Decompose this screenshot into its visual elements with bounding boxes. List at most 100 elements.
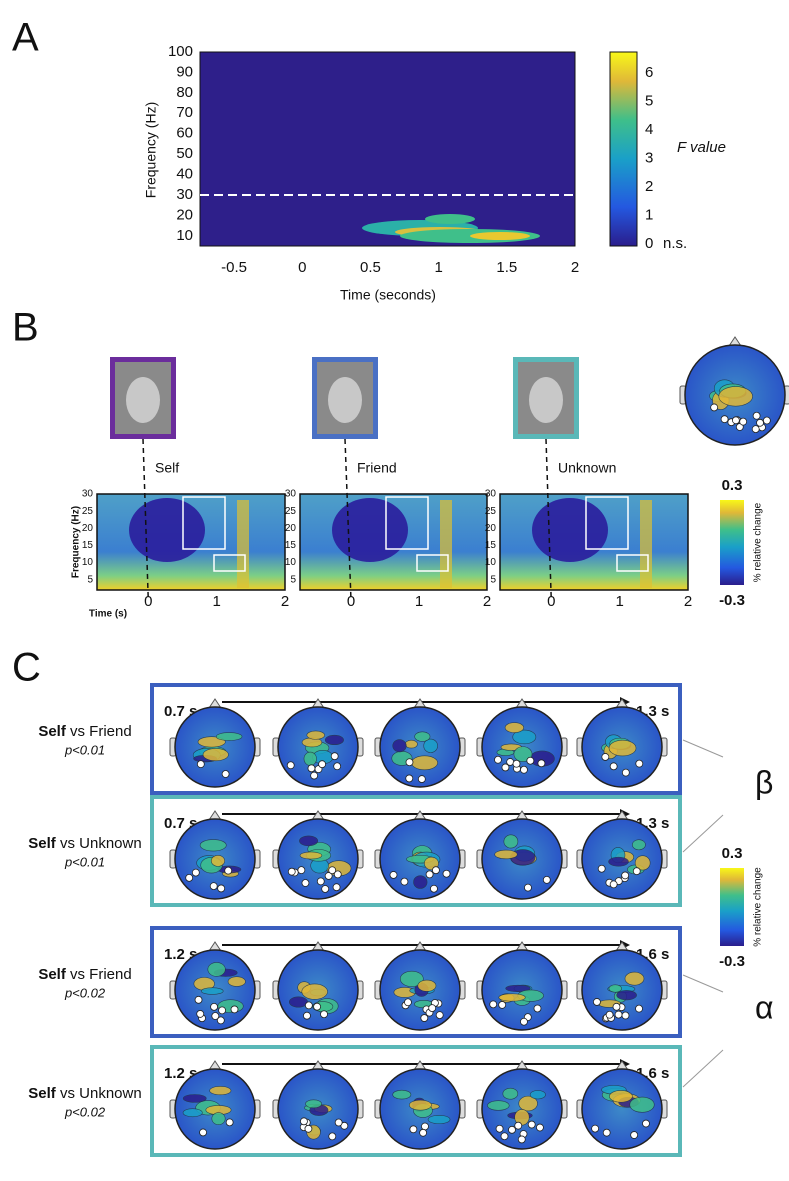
electrode: [498, 1001, 507, 1009]
y-tick-label: 30: [485, 489, 497, 500]
colorbar-tick-label: 3: [645, 149, 653, 166]
colorbar-tick-label: 5: [645, 92, 653, 109]
electrode: [421, 1122, 429, 1131]
activity: [513, 746, 533, 763]
y-tick-label: 20: [176, 206, 193, 223]
electrode: [591, 1124, 600, 1133]
x-tick-label: -0.5: [221, 259, 247, 276]
band-label: α: [755, 989, 774, 1025]
activity: [494, 849, 518, 860]
electrode: [524, 883, 532, 892]
electrode: [417, 775, 426, 783]
electrode: [328, 866, 337, 875]
condition-box: [150, 1045, 682, 1157]
topoplot: [476, 941, 568, 1031]
contrast-label: Self vs Friend: [38, 966, 131, 983]
electrode: [520, 765, 528, 774]
activity: [299, 851, 323, 860]
x-tick-label: 0: [298, 259, 306, 276]
condition-label: Unknown: [558, 460, 616, 476]
y-tick-label: 5: [290, 574, 296, 585]
electrode: [621, 768, 630, 777]
topoplot: [169, 941, 261, 1031]
electrode: [428, 1004, 437, 1012]
activity: [303, 751, 317, 766]
activity: [629, 1096, 655, 1113]
electrode: [304, 1124, 313, 1133]
y-tick-label: 80: [176, 84, 193, 101]
topoplot: [374, 941, 466, 1031]
activity: [413, 875, 428, 889]
topoplot: [374, 698, 466, 788]
nose: [615, 698, 629, 709]
topoplot: [272, 810, 364, 900]
electrode: [601, 753, 610, 761]
electrode: [333, 762, 342, 771]
topoplot: [272, 1060, 364, 1150]
electrode: [316, 877, 325, 886]
x-tick-label: 1: [415, 593, 423, 610]
electrode: [320, 1010, 328, 1019]
electrode: [420, 1014, 429, 1022]
activity: [207, 962, 226, 977]
activity: [504, 722, 525, 733]
nose: [311, 698, 325, 709]
activity: [392, 739, 407, 753]
activity: [215, 732, 243, 741]
topoplot: [374, 810, 466, 900]
electrode: [597, 864, 606, 873]
y-tick-label: 25: [485, 506, 497, 517]
y-tick-label: 10: [82, 557, 94, 568]
electrode: [512, 759, 521, 768]
roi: [213, 554, 246, 572]
x-axis-label: Time (seconds): [340, 287, 436, 303]
electrode: [404, 998, 412, 1007]
electrode: [508, 1125, 516, 1134]
topoplot: [576, 1060, 668, 1150]
activity: [299, 835, 319, 847]
topoplot: [476, 698, 568, 788]
electrode: [635, 759, 644, 768]
nose: [311, 1060, 325, 1071]
nose: [515, 810, 529, 821]
activity: [718, 386, 753, 407]
activity: [518, 1095, 538, 1112]
colorbar: [720, 868, 744, 946]
topoplot: [272, 941, 364, 1031]
electrode: [642, 1119, 650, 1128]
y-tick-label: 20: [485, 523, 497, 534]
electrode: [537, 759, 546, 768]
roi: [182, 496, 226, 550]
p-value: p<0.01: [64, 742, 105, 757]
colorbar-label: F value: [677, 139, 726, 156]
cluster-blob: [470, 232, 530, 240]
connector: [682, 814, 724, 853]
activity: [505, 984, 531, 993]
nose: [515, 941, 529, 952]
electrode: [425, 870, 434, 879]
electrode: [739, 417, 748, 426]
y-tick-label: 100: [168, 43, 193, 60]
electrode: [435, 1011, 444, 1020]
activity: [512, 729, 537, 745]
colorbar: [609, 51, 638, 247]
activity: [498, 993, 526, 1002]
electrode: [602, 1128, 611, 1137]
electrode: [286, 761, 295, 770]
electrode: [514, 1121, 523, 1130]
electrode: [303, 1011, 311, 1020]
roi: [385, 496, 429, 550]
topoplot: [374, 1060, 466, 1150]
activity: [624, 971, 645, 986]
nose: [208, 1060, 222, 1071]
y-tick-label: 20: [82, 523, 94, 534]
x-tick-label: 0: [547, 593, 555, 610]
activity: [202, 748, 229, 762]
nose: [311, 941, 325, 952]
contrast-label: Self vs Unknown: [28, 1085, 141, 1102]
x-tick-label: 0: [144, 593, 152, 610]
y-tick-label: 15: [285, 540, 297, 551]
colorbar-tick-label: 6: [645, 64, 653, 81]
nose: [615, 810, 629, 821]
